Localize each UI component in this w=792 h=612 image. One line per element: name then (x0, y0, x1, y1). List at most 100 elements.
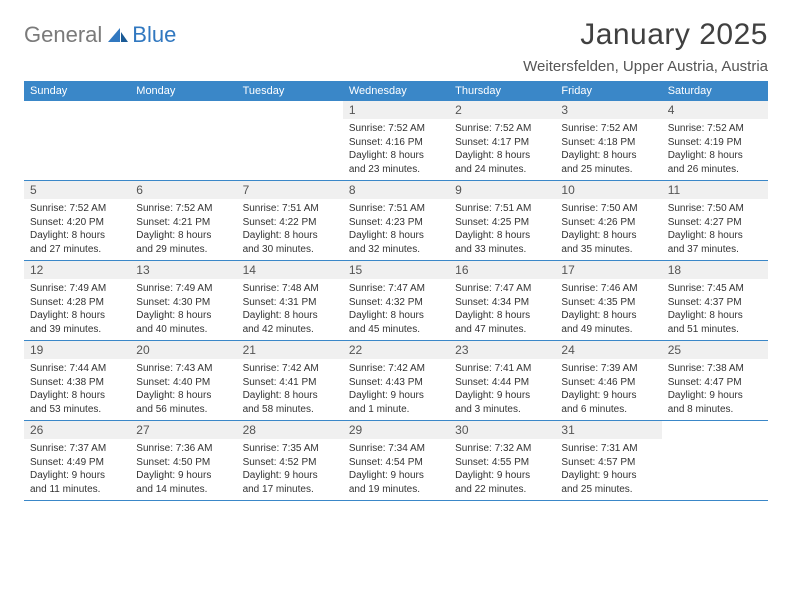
day-detail-cell: Sunrise: 7:42 AMSunset: 4:41 PMDaylight:… (237, 359, 343, 420)
day-number-cell: 17 (555, 261, 661, 279)
day-detail-cell: Sunrise: 7:49 AMSunset: 4:28 PMDaylight:… (24, 279, 130, 340)
week-row: 567891011Sunrise: 7:52 AMSunset: 4:20 PM… (24, 181, 768, 261)
day-detail-cell (662, 439, 768, 500)
day-detail-cell: Sunrise: 7:49 AMSunset: 4:30 PMDaylight:… (130, 279, 236, 340)
day-number-cell: 3 (555, 101, 661, 119)
day-detail-cell (237, 119, 343, 180)
day-detail-cell: Sunrise: 7:36 AMSunset: 4:50 PMDaylight:… (130, 439, 236, 500)
day-number-cell: 21 (237, 341, 343, 359)
logo-text-general: General (24, 22, 102, 48)
day-number-cell: 5 (24, 181, 130, 199)
logo: General Blue (24, 22, 176, 48)
day-number-cell: 30 (449, 421, 555, 439)
location-text: Weitersfelden, Upper Austria, Austria (523, 58, 768, 75)
weeks-container: 1234Sunrise: 7:52 AMSunset: 4:16 PMDayli… (24, 101, 768, 501)
day-number-cell: 18 (662, 261, 768, 279)
week-row: 12131415161718Sunrise: 7:49 AMSunset: 4:… (24, 261, 768, 341)
weekday-header-cell: Thursday (449, 81, 555, 101)
week-row: 19202122232425Sunrise: 7:44 AMSunset: 4:… (24, 341, 768, 421)
day-number-cell: 23 (449, 341, 555, 359)
day-number-cell: 6 (130, 181, 236, 199)
day-number-cell: 7 (237, 181, 343, 199)
day-number-cell: 4 (662, 101, 768, 119)
day-number-cell: 1 (343, 101, 449, 119)
day-number-cell: 16 (449, 261, 555, 279)
day-detail-cell: Sunrise: 7:43 AMSunset: 4:40 PMDaylight:… (130, 359, 236, 420)
day-detail-cell: Sunrise: 7:50 AMSunset: 4:26 PMDaylight:… (555, 199, 661, 260)
day-detail-cell: Sunrise: 7:46 AMSunset: 4:35 PMDaylight:… (555, 279, 661, 340)
day-detail-cell: Sunrise: 7:47 AMSunset: 4:34 PMDaylight:… (449, 279, 555, 340)
day-number-row: 1234 (24, 101, 768, 119)
day-number-cell: 2 (449, 101, 555, 119)
day-detail-cell: Sunrise: 7:52 AMSunset: 4:21 PMDaylight:… (130, 199, 236, 260)
title-block: January 2025 Weitersfelden, Upper Austri… (523, 18, 768, 75)
weekday-header-row: SundayMondayTuesdayWednesdayThursdayFrid… (24, 81, 768, 101)
day-detail-cell: Sunrise: 7:51 AMSunset: 4:25 PMDaylight:… (449, 199, 555, 260)
day-detail-cell: Sunrise: 7:34 AMSunset: 4:54 PMDaylight:… (343, 439, 449, 500)
day-number-cell: 14 (237, 261, 343, 279)
weekday-header-cell: Friday (555, 81, 661, 101)
day-detail-cell: Sunrise: 7:51 AMSunset: 4:23 PMDaylight:… (343, 199, 449, 260)
day-detail-row: Sunrise: 7:49 AMSunset: 4:28 PMDaylight:… (24, 279, 768, 340)
day-number-row: 12131415161718 (24, 261, 768, 279)
day-number-cell (662, 421, 768, 439)
day-detail-cell (130, 119, 236, 180)
day-number-cell: 27 (130, 421, 236, 439)
weekday-header-cell: Saturday (662, 81, 768, 101)
day-number-cell: 9 (449, 181, 555, 199)
day-detail-cell: Sunrise: 7:45 AMSunset: 4:37 PMDaylight:… (662, 279, 768, 340)
weekday-header-cell: Wednesday (343, 81, 449, 101)
day-number-cell: 24 (555, 341, 661, 359)
weekday-header-cell: Monday (130, 81, 236, 101)
day-detail-row: Sunrise: 7:52 AMSunset: 4:16 PMDaylight:… (24, 119, 768, 180)
day-number-cell: 19 (24, 341, 130, 359)
header: General Blue January 2025 Weitersfelden,… (24, 18, 768, 75)
week-row: 262728293031 Sunrise: 7:37 AMSunset: 4:4… (24, 421, 768, 501)
day-number-row: 262728293031 (24, 421, 768, 439)
day-detail-row: Sunrise: 7:52 AMSunset: 4:20 PMDaylight:… (24, 199, 768, 260)
day-detail-cell: Sunrise: 7:52 AMSunset: 4:18 PMDaylight:… (555, 119, 661, 180)
day-detail-cell: Sunrise: 7:48 AMSunset: 4:31 PMDaylight:… (237, 279, 343, 340)
day-number-cell (130, 101, 236, 119)
day-detail-cell: Sunrise: 7:32 AMSunset: 4:55 PMDaylight:… (449, 439, 555, 500)
day-detail-cell: Sunrise: 7:38 AMSunset: 4:47 PMDaylight:… (662, 359, 768, 420)
day-number-cell: 8 (343, 181, 449, 199)
day-detail-cell: Sunrise: 7:51 AMSunset: 4:22 PMDaylight:… (237, 199, 343, 260)
day-detail-cell: Sunrise: 7:41 AMSunset: 4:44 PMDaylight:… (449, 359, 555, 420)
calendar: SundayMondayTuesdayWednesdayThursdayFrid… (24, 81, 768, 501)
day-detail-cell: Sunrise: 7:47 AMSunset: 4:32 PMDaylight:… (343, 279, 449, 340)
day-number-cell: 15 (343, 261, 449, 279)
day-number-cell: 12 (24, 261, 130, 279)
logo-sail-icon (106, 26, 130, 44)
day-number-cell: 13 (130, 261, 236, 279)
day-detail-cell: Sunrise: 7:52 AMSunset: 4:19 PMDaylight:… (662, 119, 768, 180)
day-detail-cell: Sunrise: 7:42 AMSunset: 4:43 PMDaylight:… (343, 359, 449, 420)
day-detail-row: Sunrise: 7:37 AMSunset: 4:49 PMDaylight:… (24, 439, 768, 500)
day-number-cell: 28 (237, 421, 343, 439)
day-detail-cell: Sunrise: 7:52 AMSunset: 4:16 PMDaylight:… (343, 119, 449, 180)
weekday-header-cell: Sunday (24, 81, 130, 101)
day-number-cell: 10 (555, 181, 661, 199)
day-detail-cell: Sunrise: 7:50 AMSunset: 4:27 PMDaylight:… (662, 199, 768, 260)
day-number-cell: 29 (343, 421, 449, 439)
day-detail-cell: Sunrise: 7:44 AMSunset: 4:38 PMDaylight:… (24, 359, 130, 420)
day-number-cell (237, 101, 343, 119)
day-number-cell: 22 (343, 341, 449, 359)
month-title: January 2025 (523, 18, 768, 52)
day-number-cell: 31 (555, 421, 661, 439)
day-detail-row: Sunrise: 7:44 AMSunset: 4:38 PMDaylight:… (24, 359, 768, 420)
day-detail-cell: Sunrise: 7:39 AMSunset: 4:46 PMDaylight:… (555, 359, 661, 420)
day-number-row: 19202122232425 (24, 341, 768, 359)
day-detail-cell: Sunrise: 7:52 AMSunset: 4:17 PMDaylight:… (449, 119, 555, 180)
day-detail-cell: Sunrise: 7:35 AMSunset: 4:52 PMDaylight:… (237, 439, 343, 500)
day-number-cell: 25 (662, 341, 768, 359)
week-row: 1234Sunrise: 7:52 AMSunset: 4:16 PMDayli… (24, 101, 768, 181)
weekday-header-cell: Tuesday (237, 81, 343, 101)
day-detail-cell: Sunrise: 7:31 AMSunset: 4:57 PMDaylight:… (555, 439, 661, 500)
logo-text-blue: Blue (132, 22, 176, 48)
day-number-cell: 26 (24, 421, 130, 439)
day-detail-cell (24, 119, 130, 180)
day-number-cell: 20 (130, 341, 236, 359)
day-number-cell: 11 (662, 181, 768, 199)
day-number-cell (24, 101, 130, 119)
